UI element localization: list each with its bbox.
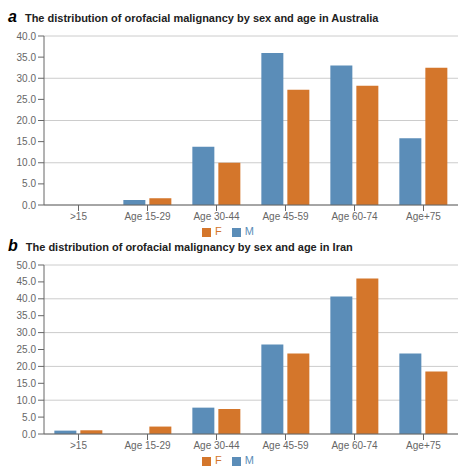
html-text:b: b — [8, 237, 18, 254]
html-text:The distribution of orofacial: The distribution of orofacial malignancy… — [25, 241, 353, 253]
svg-text:15.0: 15.0 — [17, 136, 37, 147]
svg-text:0.0: 0.0 — [22, 200, 36, 211]
svg-text:Age 60-74: Age 60-74 — [331, 211, 378, 222]
svg-text:Age 30-44: Age 30-44 — [193, 211, 240, 222]
svg-text:Age 60-74: Age 60-74 — [331, 440, 378, 451]
svg-text:50.0: 50.0 — [17, 260, 37, 271]
html-text:a: a — [8, 8, 17, 25]
svg-text:Age 45-59: Age 45-59 — [262, 211, 309, 222]
html-text:M: M — [244, 225, 254, 237]
svg-text:20.0: 20.0 — [17, 115, 37, 126]
svg-text:0.0: 0.0 — [22, 429, 36, 440]
svg-text:45.0: 45.0 — [17, 276, 37, 287]
svg-text:25.0: 25.0 — [17, 344, 37, 355]
svg-text:10.0: 10.0 — [17, 157, 37, 168]
svg-text:Age 45-59: Age 45-59 — [262, 440, 309, 451]
svg-text:15.0: 15.0 — [17, 378, 37, 389]
svg-text:5.0: 5.0 — [22, 178, 36, 189]
html-text:M: M — [244, 454, 254, 466]
svg-text:Age+75: Age+75 — [406, 211, 441, 222]
svg-text:5.0: 5.0 — [22, 412, 36, 423]
svg-text:35.0: 35.0 — [17, 52, 37, 63]
svg-text:40.0: 40.0 — [17, 293, 37, 304]
svg-text:Age 30-44: Age 30-44 — [193, 440, 240, 451]
svg-text:Age+75: Age+75 — [406, 440, 441, 451]
svg-text:>15: >15 — [70, 211, 87, 222]
svg-text:30.0: 30.0 — [17, 73, 37, 84]
svg-text:25.0: 25.0 — [17, 94, 37, 105]
svg-text:Age 15-29: Age 15-29 — [124, 211, 171, 222]
svg-text:30.0: 30.0 — [17, 327, 37, 338]
svg-text:20.0: 20.0 — [17, 361, 37, 372]
svg-text:40.0: 40.0 — [17, 31, 37, 42]
html-text:F: F — [215, 225, 222, 237]
html-text:F: F — [215, 454, 222, 466]
svg-text:Age 15-29: Age 15-29 — [124, 440, 171, 451]
svg-text:35.0: 35.0 — [17, 310, 37, 321]
svg-text:>15: >15 — [70, 440, 87, 451]
svg-text:10.0: 10.0 — [17, 395, 37, 406]
html-text:The distribution of orofacial: The distribution of orofacial malignancy… — [24, 12, 379, 24]
